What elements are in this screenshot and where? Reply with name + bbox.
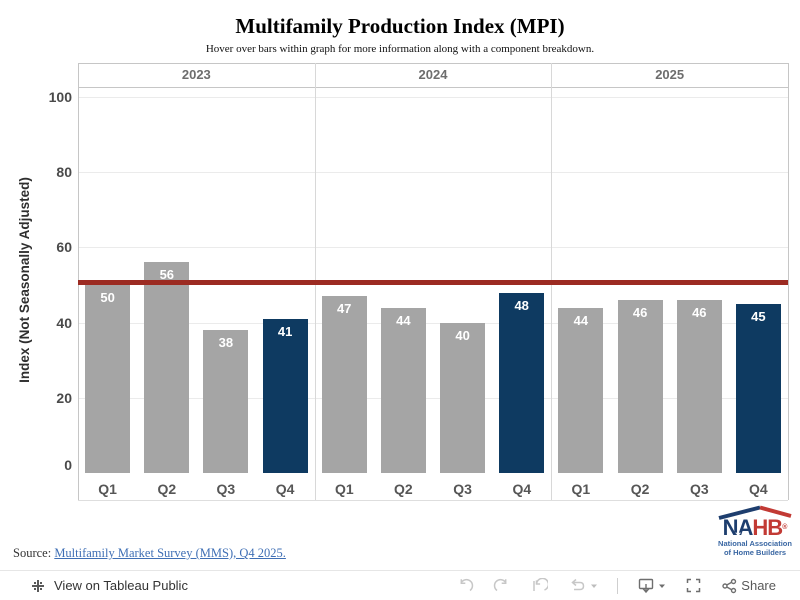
gridline-40 — [78, 322, 788, 324]
download-button[interactable] — [637, 577, 666, 594]
gridline-20 — [78, 397, 788, 399]
bar-2025-q2[interactable]: 46 — [617, 300, 663, 473]
bar-2023-q1[interactable]: 50 — [85, 285, 131, 473]
quarter-label-2025-q1[interactable]: Q1 — [571, 481, 591, 497]
fullscreen-button[interactable] — [685, 577, 702, 594]
gridline-80 — [78, 172, 788, 174]
bar-value-2023-q4: 41 — [277, 323, 293, 339]
caret-down-icon — [591, 584, 598, 588]
bar-2023-q3[interactable]: 38 — [203, 330, 249, 473]
year-label-2024[interactable]: 2024 — [418, 67, 448, 82]
view-on-tableau-public-label: View on Tableau Public — [54, 578, 188, 593]
y-tick-100: 100 — [48, 89, 72, 105]
nahb-subtext-line1: National Association — [718, 539, 792, 548]
y-tick-40: 40 — [56, 314, 72, 331]
quarter-label-2024-q4[interactable]: Q4 — [512, 481, 532, 497]
pane-bottom-border — [78, 500, 788, 501]
refresh-button[interactable] — [567, 578, 598, 594]
quarter-label-2024-q2[interactable]: Q2 — [394, 481, 413, 497]
source-label: Source: — [13, 546, 52, 560]
bar-2025-q3[interactable]: 46 — [676, 300, 722, 473]
registered-mark: ® — [782, 524, 788, 531]
bar-value-2025-q1: 44 — [573, 312, 589, 328]
y-tick-20: 20 — [56, 389, 72, 406]
bar-2023-q4[interactable]: 41 — [262, 318, 308, 473]
quarter-label-2024-q1[interactable]: Q1 — [334, 481, 354, 497]
nahb-logo: NAHB® ★ National Association of Home Buil… — [714, 505, 796, 557]
nahb-na-text: NA — [722, 515, 754, 540]
gridline-100 — [78, 97, 788, 98]
redo-icon — [494, 578, 507, 591]
replay-icon — [533, 577, 549, 591]
bar-2024-q4[interactable]: 48 — [499, 292, 545, 473]
gridline-60 — [78, 247, 788, 249]
nahb-hb-text: HB — [752, 515, 783, 540]
nahb-wordmark: NAHB® ★ — [714, 515, 796, 540]
bar-2025-q4[interactable]: 45 — [735, 303, 781, 473]
tableau-sparkle-icon — [32, 579, 44, 592]
bar-value-2023-q1: 50 — [100, 290, 115, 305]
reference-line — [78, 280, 788, 285]
chart-title: Multifamily Production Index (MPI) — [235, 14, 565, 38]
pane-right-border — [788, 63, 789, 500]
caret-down-icon — [659, 584, 666, 588]
fullscreen-icon — [687, 578, 701, 593]
source-link[interactable]: Multifamily Market Survey (MMS), Q4 2025… — [54, 546, 286, 560]
bar-value-2024-q4: 48 — [514, 297, 529, 313]
quarter-label-2025-q4[interactable]: Q4 — [749, 481, 768, 497]
share-icon — [722, 578, 737, 593]
bar-value-2023-q3: 38 — [218, 335, 234, 351]
quarter-label-2024-q3[interactable]: Q3 — [453, 481, 472, 497]
view-on-tableau-public[interactable]: View on Tableau Public — [0, 578, 456, 594]
bar-value-2024-q2: 44 — [396, 312, 411, 328]
share-label: Share — [741, 578, 776, 593]
quarter-label-2023-q4[interactable]: Q4 — [275, 481, 295, 497]
year-label-2023[interactable]: 2023 — [181, 67, 211, 82]
nahb-subtext-line2: of Home Builders — [723, 548, 787, 557]
quarter-label-2023-q1[interactable]: Q1 — [98, 481, 117, 497]
bar-value-2023-q2: 56 — [159, 267, 175, 283]
quarter-label-2023-q2[interactable]: Q2 — [157, 481, 177, 497]
year-header-divider — [78, 87, 788, 88]
bar-2024-q1[interactable]: 47 — [321, 296, 367, 473]
bar-2024-q2[interactable]: 44 — [380, 307, 426, 473]
replay-button[interactable] — [530, 577, 549, 594]
bar-value-2024-q3: 40 — [455, 327, 470, 343]
toolbar-divider — [617, 577, 619, 594]
bar-value-2025-q4: 45 — [751, 308, 766, 324]
y-tick-60: 60 — [56, 239, 72, 256]
undo-button[interactable] — [456, 578, 474, 594]
tableau-toolbar: View on Tableau Public — [0, 570, 800, 600]
y-tick-80: 80 — [56, 164, 72, 181]
undo-icon — [460, 578, 474, 591]
bar-value-2025-q2: 46 — [632, 305, 648, 320]
star-icon: ★ — [735, 531, 742, 538]
year-label-2025[interactable]: 2025 — [655, 67, 685, 82]
y-tick-0: 0 — [64, 457, 72, 473]
redo-button[interactable] — [493, 578, 511, 594]
bar-2024-q3[interactable]: 40 — [440, 322, 486, 473]
quarter-label-2025-q2[interactable]: Q2 — [630, 481, 650, 497]
share-button[interactable]: Share — [721, 578, 776, 594]
bar-value-2024-q1: 47 — [336, 301, 352, 317]
refresh-icon — [571, 578, 585, 590]
download-icon — [639, 578, 654, 594]
quarter-label-2023-q3[interactable]: Q3 — [216, 481, 236, 497]
bar-2023-q2[interactable]: 56 — [144, 262, 190, 473]
bar-value-2025-q3: 46 — [692, 305, 707, 320]
nahb-roof-icon — [718, 505, 792, 520]
chart-subtitle: Hover over bars within graph for more in… — [205, 43, 595, 55]
bar-2025-q1[interactable]: 44 — [558, 307, 604, 473]
source-line: Source: Multifamily Market Survey (MMS),… — [13, 546, 286, 561]
quarter-label-2025-q3[interactable]: Q3 — [689, 481, 709, 497]
pane-top-border — [78, 63, 788, 64]
